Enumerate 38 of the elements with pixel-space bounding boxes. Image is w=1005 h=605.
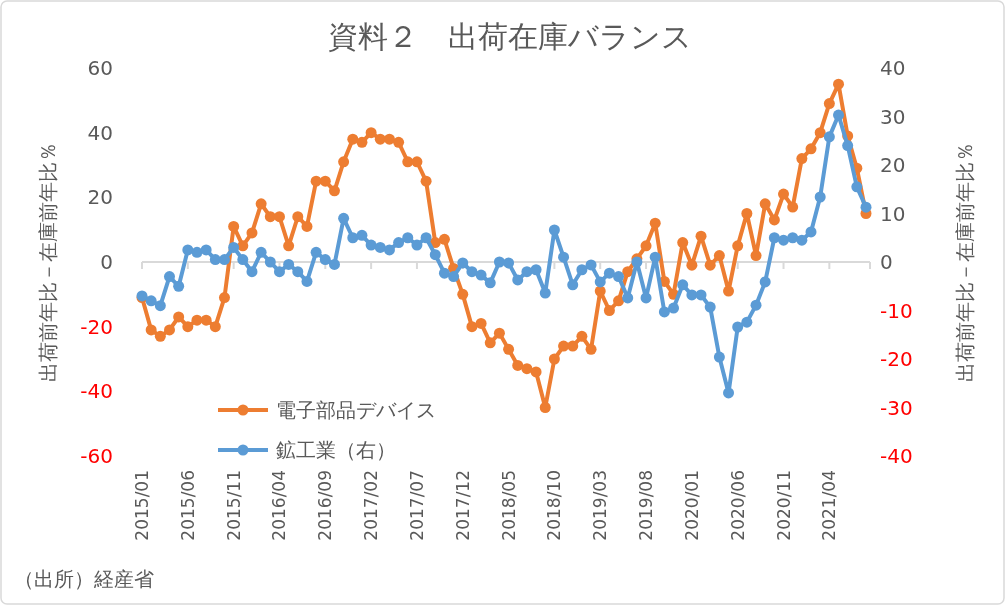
text: （出所）経産省 bbox=[14, 567, 154, 591]
y2-tick-label: -30 bbox=[880, 395, 913, 420]
chart-title: 資料２ 出荷在庫バランス bbox=[328, 19, 692, 54]
y2-tick-label: 20 bbox=[880, 153, 906, 177]
x-tick-label: 2020/06 bbox=[727, 470, 748, 541]
y-tick-label: 60 bbox=[87, 56, 113, 80]
x-tick-label: 2021/04 bbox=[819, 470, 840, 541]
y2-tick-label: 40 bbox=[880, 56, 906, 80]
y2-tick-label: 10 bbox=[880, 201, 906, 226]
y-tick-label: 20 bbox=[87, 185, 113, 210]
x-tick-label: 2017/07 bbox=[406, 470, 427, 541]
x-tick-label: 2019/08 bbox=[636, 470, 657, 541]
legend-label: 鉱工業（右） bbox=[276, 438, 396, 462]
x-tick-label: 2018/05 bbox=[498, 470, 519, 541]
y-tick-label: -40 bbox=[80, 379, 113, 404]
x-tick-label: 2020/01 bbox=[681, 470, 702, 541]
x-tick-label: 2019/03 bbox=[590, 470, 611, 541]
x-tick-label: 2015/01 bbox=[132, 470, 152, 541]
y2-tick-label: 0 bbox=[880, 250, 893, 274]
y-tick-label: 0 bbox=[100, 250, 113, 274]
y2-tick-label: 30 bbox=[880, 104, 906, 129]
x-tick-label: 2016/04 bbox=[269, 470, 290, 541]
x-tick-label: 2017/12 bbox=[452, 470, 473, 541]
y2-tick-label: -10 bbox=[880, 298, 913, 323]
x-tick-label: 2016/09 bbox=[315, 470, 336, 541]
y-axis-title: 出荷前年比－在庫前年比％ bbox=[36, 142, 60, 382]
x-tick-label: 2020/11 bbox=[773, 470, 794, 541]
x-tick-label: 2018/10 bbox=[544, 470, 565, 541]
x-tick-label: 2015/06 bbox=[177, 470, 198, 541]
y2-tick-label: -20 bbox=[880, 347, 913, 371]
y-tick-label: -60 bbox=[80, 444, 113, 468]
y-tick-label: -20 bbox=[80, 314, 113, 339]
y2-tick-label: -40 bbox=[880, 444, 913, 468]
x-tick-label: 2017/02 bbox=[361, 470, 382, 541]
y-tick-label: 40 bbox=[87, 120, 113, 145]
y2-axis-title: 出荷前年比－在庫前年比％ bbox=[953, 142, 977, 382]
x-tick-label: 2015/11 bbox=[223, 470, 244, 541]
legend-label: 電子部品デバイス bbox=[276, 398, 436, 422]
